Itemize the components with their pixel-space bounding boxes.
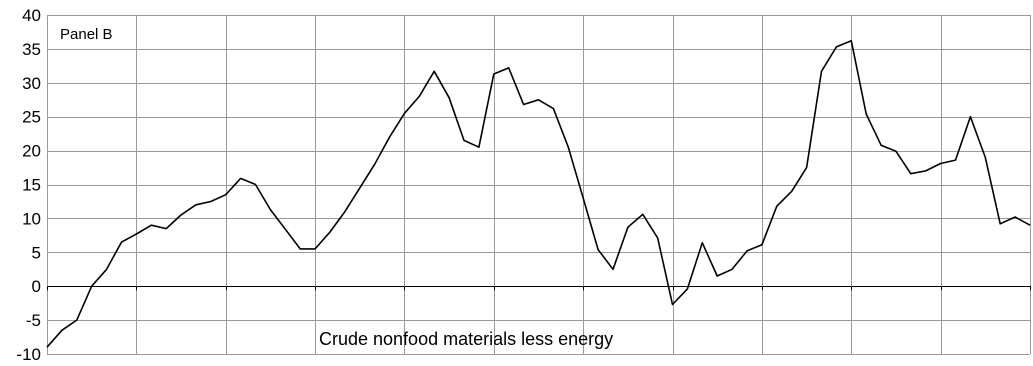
y-axis-tick-labels: 40 35 30 25 20 15 10 5 0 -5 -10 <box>16 6 41 364</box>
y-tick-label: 35 <box>22 40 41 59</box>
y-tick-label: 30 <box>22 74 41 93</box>
series-line <box>46 39 1031 348</box>
y-tick-label: -10 <box>16 345 41 364</box>
y-tick-label: 25 <box>22 108 41 127</box>
grid <box>47 15 1031 355</box>
series-layer <box>46 39 1031 348</box>
series-label: Crude nonfood materials less energy <box>319 329 613 349</box>
y-tick-label: 10 <box>22 209 41 228</box>
y-tick-label: 15 <box>22 176 41 195</box>
y-tick-label: 0 <box>32 277 41 296</box>
panel-label: Panel B <box>60 26 113 43</box>
y-tick-label: -5 <box>26 311 41 330</box>
y-tick-label: 40 <box>22 6 41 25</box>
y-tick-label: 5 <box>32 243 41 262</box>
y-tick-label: 20 <box>22 142 41 161</box>
